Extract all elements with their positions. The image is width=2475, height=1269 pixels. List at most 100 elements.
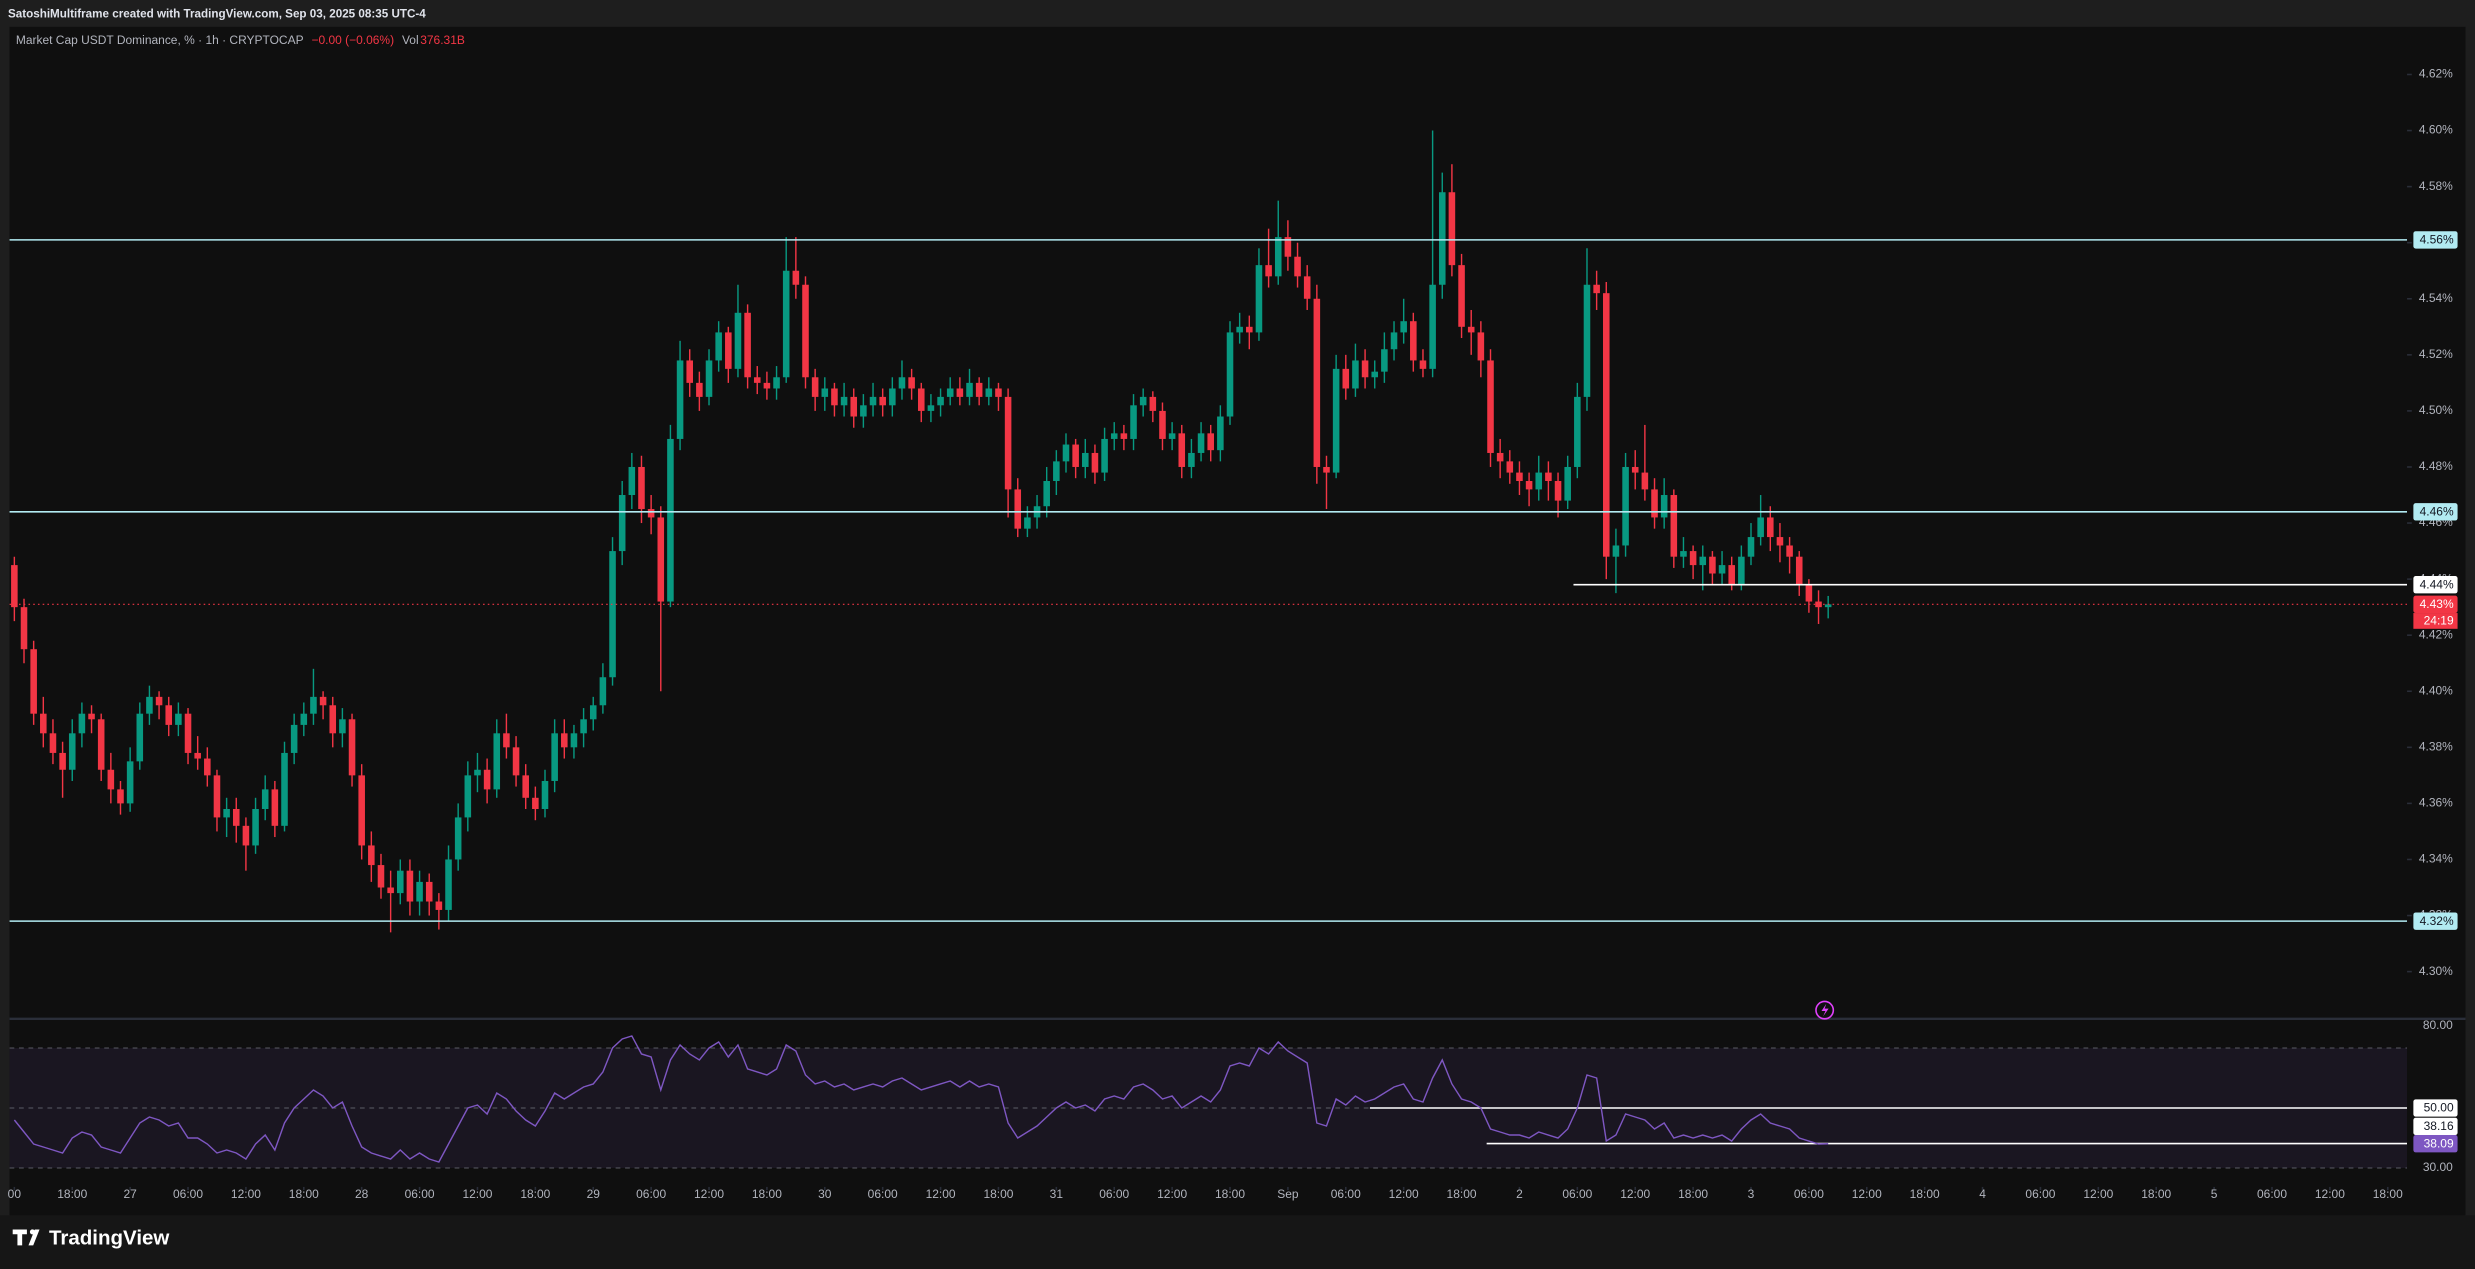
candle-body bbox=[763, 382, 771, 389]
alert-icon bbox=[1815, 1000, 1835, 1020]
candle-body bbox=[242, 825, 250, 846]
candle-body bbox=[503, 733, 510, 748]
candle-body bbox=[1091, 452, 1099, 473]
candle-body bbox=[252, 809, 259, 846]
candle-body bbox=[1670, 495, 1678, 557]
candle-body bbox=[1776, 537, 1784, 546]
brand-logo bbox=[12, 1229, 40, 1246]
countdown-box bbox=[2413, 613, 2458, 629]
candle-body bbox=[1612, 545, 1620, 557]
rsi-value-label-box bbox=[2413, 1135, 2458, 1153]
candle-body bbox=[725, 332, 732, 369]
hline-label: 4.46% bbox=[2420, 504, 2454, 518]
candle-body bbox=[1747, 537, 1755, 557]
x-tick-label: 18:00 bbox=[57, 1187, 87, 1201]
candle-body bbox=[1786, 545, 1793, 557]
candle-body bbox=[541, 780, 549, 810]
hline-label: 4.44% bbox=[2420, 577, 2454, 591]
y-tick-label: 4.38% bbox=[2419, 739, 2453, 753]
x-tick-label: 12:00 bbox=[1852, 1187, 1882, 1201]
candle-body bbox=[1767, 517, 1774, 538]
x-tick-label: 06:00 bbox=[2025, 1187, 2055, 1201]
candle-body bbox=[869, 396, 877, 406]
candle-body bbox=[290, 724, 298, 753]
x-tick-label: 30 bbox=[818, 1187, 832, 1201]
candle-body bbox=[1188, 452, 1195, 467]
candle-body bbox=[889, 388, 896, 406]
x-tick-label: 00 bbox=[8, 1187, 22, 1201]
x-tick-label: 12:00 bbox=[1389, 1187, 1419, 1201]
candle-body bbox=[1342, 368, 1350, 389]
candle-body bbox=[175, 713, 182, 725]
x-tick-label: 12:00 bbox=[462, 1187, 492, 1201]
candle-body bbox=[1641, 472, 1649, 490]
candle-body bbox=[657, 517, 665, 602]
candle-body bbox=[1284, 237, 1292, 257]
candle-body bbox=[705, 360, 713, 397]
candle-body bbox=[1274, 237, 1282, 277]
y-tick-label: 4.58% bbox=[2419, 179, 2453, 193]
candle-body bbox=[435, 901, 443, 910]
x-tick-label: 28 bbox=[355, 1187, 369, 1201]
candle-body bbox=[1467, 326, 1475, 333]
legend-change: −0.00 (−0.06%) bbox=[311, 33, 394, 47]
candle-body bbox=[850, 396, 858, 417]
candle-body bbox=[1718, 565, 1726, 574]
candle-body bbox=[1361, 360, 1369, 378]
x-tick-label: 06:00 bbox=[1099, 1187, 1129, 1201]
candle-body bbox=[1631, 466, 1639, 473]
candle-body bbox=[40, 713, 47, 734]
x-tick-label: 12:00 bbox=[231, 1187, 261, 1201]
candle-body bbox=[464, 775, 472, 818]
candle-body bbox=[1255, 265, 1263, 333]
candle-body bbox=[667, 438, 674, 602]
candle-body bbox=[194, 752, 201, 759]
candle-body bbox=[1352, 360, 1359, 389]
candle-body bbox=[1574, 396, 1581, 467]
x-tick-label: 18:00 bbox=[520, 1187, 550, 1201]
candle-body bbox=[1525, 480, 1533, 490]
candle-body bbox=[1795, 556, 1803, 585]
x-tick-label: 4 bbox=[1979, 1187, 1986, 1201]
x-tick-label: 18:00 bbox=[2141, 1187, 2171, 1201]
candle-body bbox=[1419, 360, 1427, 369]
y-tick-label: 4.52% bbox=[2419, 347, 2453, 361]
candle-body bbox=[1680, 551, 1687, 557]
candle-body bbox=[676, 360, 684, 439]
candle-body bbox=[377, 865, 385, 888]
x-tick-label: 06:00 bbox=[2257, 1187, 2287, 1201]
candle-body bbox=[696, 382, 703, 397]
candle-body bbox=[184, 713, 192, 753]
last-price-label: 4.43% bbox=[2420, 597, 2454, 611]
candle-body bbox=[840, 396, 848, 406]
candle-body bbox=[1332, 368, 1340, 473]
y-tick-label: 4.40% bbox=[2419, 683, 2453, 697]
candle-body bbox=[1371, 371, 1379, 378]
candle-body bbox=[744, 312, 751, 378]
candle-body bbox=[339, 719, 346, 734]
candle-body bbox=[1168, 433, 1176, 439]
candle-body bbox=[589, 705, 597, 720]
candle-body bbox=[483, 769, 491, 790]
x-tick-label: 12:00 bbox=[1157, 1187, 1187, 1201]
candle-body bbox=[1313, 298, 1321, 467]
candle-body bbox=[1660, 495, 1668, 518]
candle-body bbox=[20, 607, 28, 650]
rsi-line-label-box bbox=[2413, 1117, 2458, 1136]
candle-body bbox=[1824, 604, 1832, 608]
candle-body bbox=[956, 388, 964, 397]
candle-body bbox=[1303, 276, 1311, 299]
candle-body bbox=[802, 284, 809, 378]
candle-body bbox=[1294, 256, 1301, 277]
candle-body bbox=[1265, 265, 1272, 277]
candle-body bbox=[860, 405, 867, 417]
candle-body bbox=[1004, 396, 1012, 490]
candle-body bbox=[146, 696, 153, 714]
candle-body bbox=[474, 769, 481, 776]
x-tick-label: 06:00 bbox=[868, 1187, 898, 1201]
candle-body bbox=[879, 396, 886, 406]
candle-body bbox=[1699, 556, 1707, 566]
alert-bolt bbox=[1821, 1003, 1829, 1017]
candle-body bbox=[1149, 396, 1157, 411]
